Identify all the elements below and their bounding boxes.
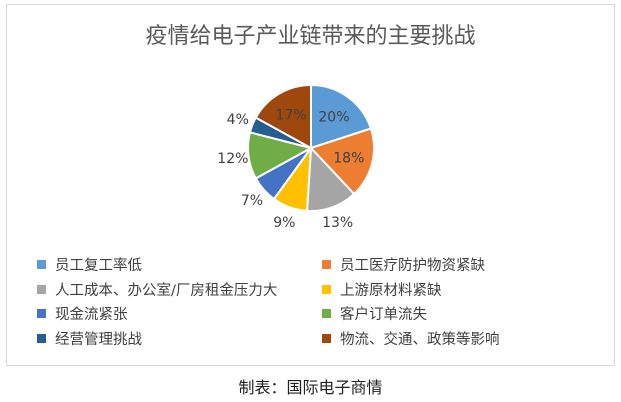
legend-label: 客户订单流失 <box>340 307 427 323</box>
legend-label: 经营管理挑战 <box>55 331 142 348</box>
legend-label: 员工医疗防护物资紧缺 <box>340 258 485 274</box>
data-label: 18% <box>333 151 364 167</box>
legend-swatch <box>322 284 331 294</box>
legend-item: 经营管理挑战 <box>37 328 142 349</box>
chart-title: 疫情给电子产业链带来的主要挑战 <box>145 24 476 49</box>
legend-swatch <box>322 333 331 343</box>
data-label: 20% <box>318 109 349 125</box>
data-label: 17% <box>276 107 307 123</box>
legend-swatch <box>37 260 46 269</box>
data-label: 4% <box>227 112 249 128</box>
legend-item: 员工医疗防护物资紧缺 <box>322 254 485 275</box>
legend-label: 物流、交通、政策等影响 <box>340 331 500 348</box>
footer-caption: 制表：国际电子商情 <box>238 378 383 397</box>
legend-item: 客户订单流失 <box>322 303 427 324</box>
legend-item: 员工复工率低 <box>37 254 142 275</box>
legend-label: 上游原材料紧缺 <box>340 282 442 299</box>
data-label: 7% <box>241 193 263 209</box>
legend-item: 人工成本、办公室/厂房租金压力大 <box>37 279 277 300</box>
legend-label: 员工复工率低 <box>55 258 142 274</box>
pie-chart: 20% 18% 13% 9% 7% 12% 4% 17% <box>217 83 375 231</box>
legend-item: 物流、交通、政策等影响 <box>322 328 500 349</box>
legend-swatch <box>322 309 331 318</box>
legend-swatch <box>37 284 46 294</box>
data-label: 12% <box>217 151 248 167</box>
legend-label: 人工成本、办公室/厂房租金压力大 <box>55 282 278 299</box>
legend-label: 现金流紧张 <box>55 307 128 323</box>
chart-frame <box>6 4 615 366</box>
pie-slice <box>254 83 312 150</box>
legend-swatch <box>37 309 46 318</box>
data-label: 9% <box>273 215 295 231</box>
data-label: 13% <box>322 215 353 231</box>
legend-swatch <box>37 333 46 343</box>
legend-item: 上游原材料紧缺 <box>322 279 442 300</box>
legend-item: 现金流紧张 <box>37 303 128 324</box>
pie-slice <box>309 127 375 196</box>
legend-swatch <box>322 260 331 269</box>
pie-slice <box>310 83 373 150</box>
